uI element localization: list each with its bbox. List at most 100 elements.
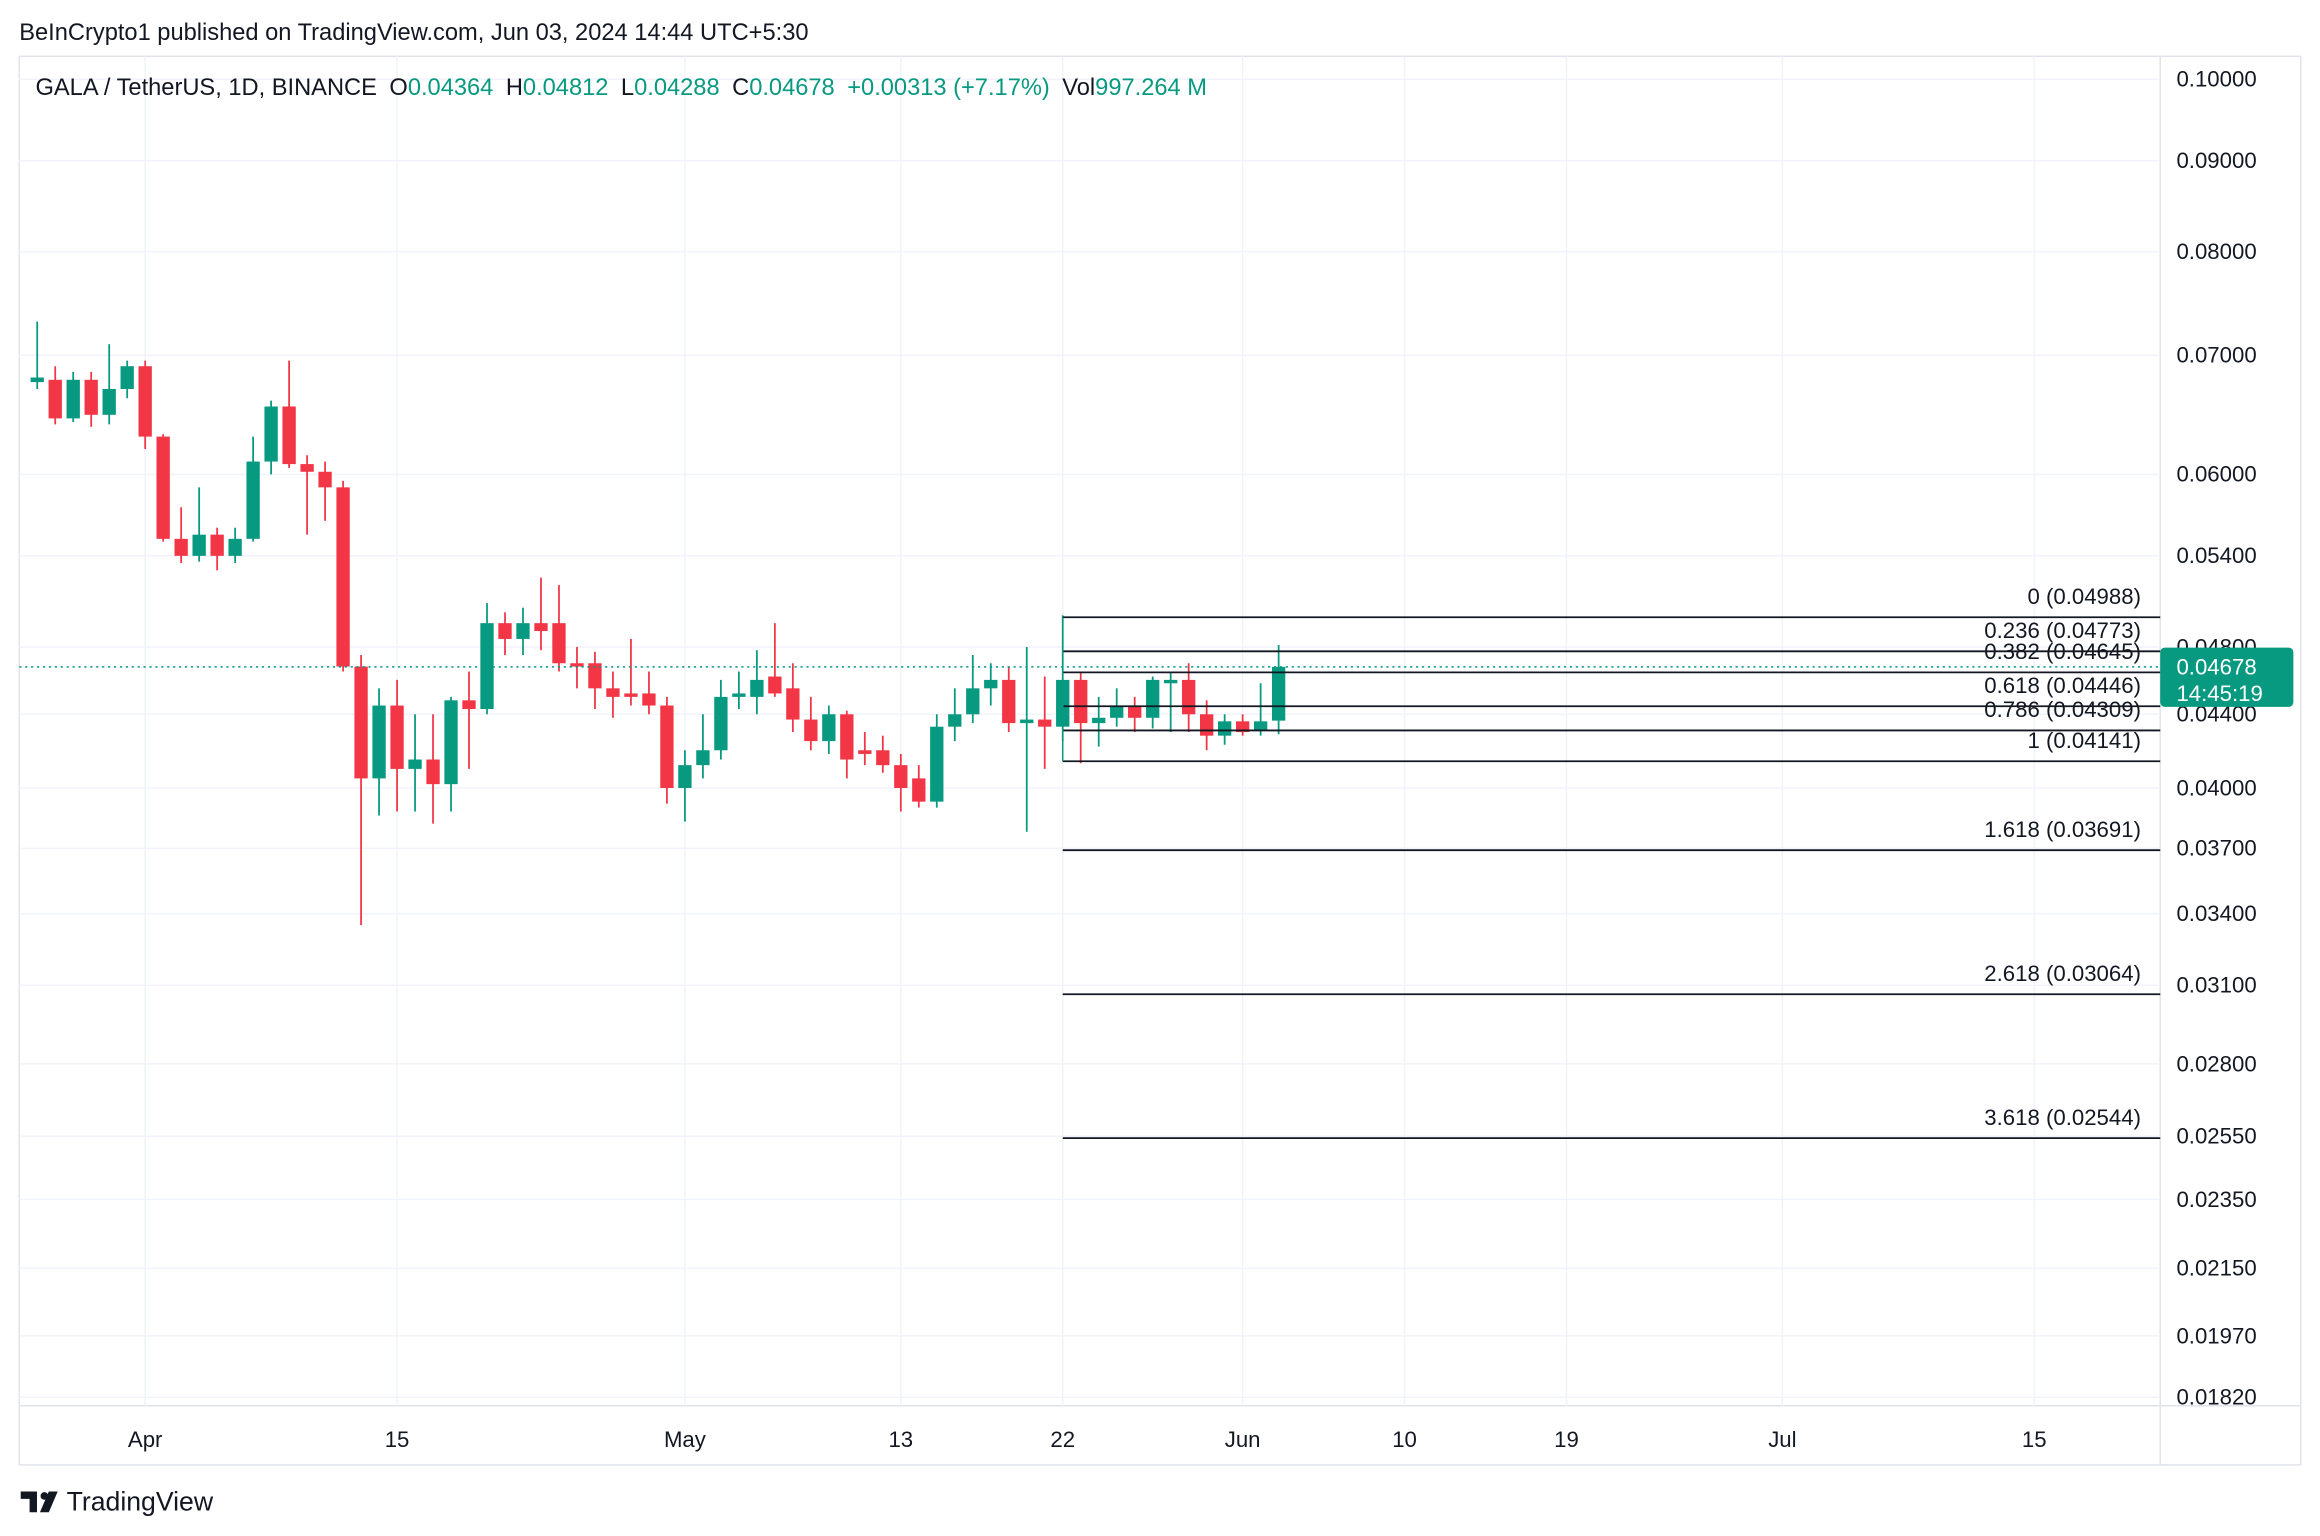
- candle-body: [930, 726, 944, 802]
- fib-label: 0.382 (0.04645): [1984, 639, 2141, 664]
- x-tick-label: 19: [1554, 1427, 1579, 1452]
- candle-body: [786, 688, 800, 720]
- candle-body: [30, 377, 44, 383]
- candle-body: [84, 379, 98, 415]
- candle-body: [1235, 721, 1250, 733]
- volume-label: Vol: [1062, 75, 1095, 101]
- open-label: O: [389, 75, 407, 101]
- candle-body: [192, 534, 206, 556]
- candle-body: [1092, 717, 1106, 724]
- candle-body: [1074, 679, 1088, 724]
- candle-body: [246, 461, 260, 539]
- fib-label: 3.618 (0.02544): [1984, 1105, 2141, 1130]
- brand-name: TradingView: [67, 1487, 214, 1517]
- y-tick-label: 0.07000: [2176, 342, 2256, 367]
- candle-body: [498, 623, 512, 639]
- candle-body: [1146, 679, 1160, 718]
- candle-body: [696, 750, 710, 766]
- candle-body: [714, 696, 728, 751]
- candle-body: [1110, 705, 1124, 718]
- x-tick-label: 10: [1392, 1427, 1417, 1452]
- candle-body: [102, 388, 116, 415]
- candle-body: [984, 679, 998, 689]
- candle-body: [228, 538, 242, 556]
- fib-label: 0 (0.04988): [2027, 584, 2140, 609]
- candle-body: [174, 538, 188, 556]
- candle-body: [372, 705, 386, 779]
- countdown: 14:45:19: [2176, 681, 2262, 706]
- x-tick-label: Jul: [1768, 1427, 1796, 1452]
- candle-body: [1002, 679, 1016, 724]
- x-tick-label: Apr: [128, 1427, 163, 1452]
- candle-body: [858, 750, 872, 754]
- candle-body: [426, 759, 440, 785]
- fib-label: 0.236 (0.04773): [1984, 618, 2141, 643]
- candle-body: [1217, 721, 1232, 736]
- candle-body: [66, 379, 80, 419]
- last-price-tag: [2160, 647, 2294, 707]
- candle-body: [354, 666, 368, 779]
- x-tick-label: May: [664, 1427, 707, 1452]
- candle-body: [678, 765, 692, 789]
- candle-body: [480, 623, 494, 710]
- candle-body: [894, 765, 908, 789]
- candle-body: [48, 379, 62, 419]
- candle-body: [120, 366, 134, 389]
- y-tick-label: 0.06000: [2176, 462, 2256, 487]
- plot: [19, 321, 2161, 1139]
- low-value: 0.04288: [634, 75, 720, 101]
- candle-body: [1253, 721, 1268, 731]
- symbol-legend: GALA / TetherUS, 1D, BINANCE O0.04364 H0…: [36, 75, 1207, 101]
- y-tick-label: 0.02800: [2176, 1051, 2256, 1076]
- high-value: 0.04812: [523, 75, 609, 101]
- candle-body: [156, 436, 170, 539]
- x-tick-label: Jun: [1225, 1427, 1261, 1452]
- y-tick-label: 0.05400: [2176, 543, 2256, 568]
- candle-body: [570, 663, 584, 667]
- fib-label: 0.786 (0.04309): [1984, 697, 2141, 722]
- y-tick-label: 0.01970: [2176, 1323, 2256, 1348]
- y-tick-label: 0.08000: [2176, 239, 2256, 264]
- candle-body: [1200, 714, 1214, 736]
- fib-label: 1 (0.04141): [2027, 728, 2140, 753]
- x-tick-label: 15: [2022, 1427, 2047, 1452]
- symbol: GALA / TetherUS, 1D, BINANCE: [36, 75, 377, 101]
- candle-body: [840, 714, 854, 760]
- candle-body: [390, 705, 404, 769]
- logo-dot: [40, 1492, 49, 1500]
- candle-body: [660, 705, 674, 789]
- candle-body: [606, 688, 620, 697]
- candle-body: [264, 406, 278, 462]
- last-price-label: 0.04678: [2176, 654, 2256, 679]
- x-tick-label: 22: [1050, 1427, 1075, 1452]
- candle-body: [318, 471, 332, 488]
- candle-body: [948, 714, 962, 727]
- candle-body: [1182, 679, 1196, 715]
- y-tick-label: 0.09000: [2176, 148, 2256, 173]
- y-tick-label: 0.03700: [2176, 836, 2256, 861]
- candle-body: [408, 759, 422, 769]
- candle-body: [210, 534, 224, 556]
- candle-body: [138, 366, 152, 437]
- publish-header: BeInCrypto1 published on TradingView.com…: [19, 20, 808, 46]
- candle-body: [912, 778, 926, 802]
- volume-value: 997.264 M: [1095, 75, 1207, 101]
- open-value: 0.04364: [408, 75, 494, 101]
- y-tick-label: 0.10000: [2176, 67, 2256, 92]
- candle-body: [732, 693, 746, 697]
- high-label: H: [506, 75, 523, 101]
- brand-logo: TradingView: [20, 1487, 214, 1517]
- candle-body: [768, 676, 782, 694]
- candle-body: [1164, 679, 1178, 684]
- candle-body: [1038, 719, 1052, 727]
- candle-body: [624, 693, 638, 697]
- candle-body: [750, 679, 764, 697]
- candle-body: [1020, 719, 1034, 724]
- low-label: L: [621, 75, 634, 101]
- candle-body: [876, 750, 890, 766]
- candle-body: [966, 688, 980, 715]
- candle-body: [300, 464, 314, 472]
- y-tick-label: 0.02350: [2176, 1187, 2256, 1212]
